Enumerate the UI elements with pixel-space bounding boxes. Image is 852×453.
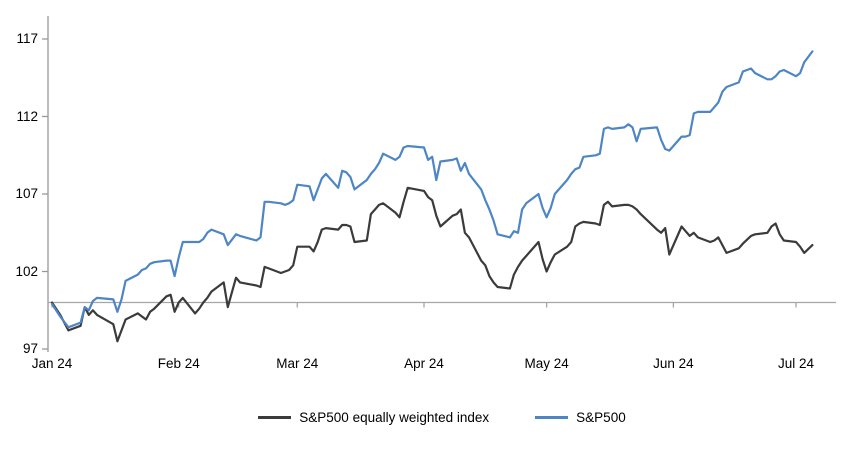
x-axis-tick-label: Apr 24 [404, 356, 444, 371]
x-axis-tick-label: Jun 24 [653, 356, 694, 371]
chart-legend: S&P500 equally weighted index S&P500 [48, 410, 836, 425]
y-axis-tick-label: 107 [15, 186, 38, 201]
sp500-line-swatch [535, 416, 569, 419]
x-axis-tick-label: Jul 24 [778, 356, 815, 371]
legend-label: S&P500 [576, 410, 626, 425]
y-axis-tick-label: 117 [16, 31, 38, 46]
x-axis-tick-label: Jan 24 [31, 356, 73, 371]
y-axis-tick-label: 102 [15, 263, 38, 279]
x-axis-tick-label: May 24 [524, 356, 569, 371]
x-axis-tick-label: Mar 24 [276, 356, 319, 371]
y-axis-tick-label: 112 [16, 108, 38, 124]
equal-weight-line-swatch [258, 416, 292, 419]
legend-item-equal-weight: S&P500 equally weighted index [258, 410, 489, 425]
x-axis-tick-label: Feb 24 [157, 356, 200, 371]
legend-item-sp500: S&P500 [535, 410, 626, 425]
legend-label: S&P500 equally weighted index [299, 410, 490, 425]
y-axis-tick-label: 97 [22, 341, 38, 356]
